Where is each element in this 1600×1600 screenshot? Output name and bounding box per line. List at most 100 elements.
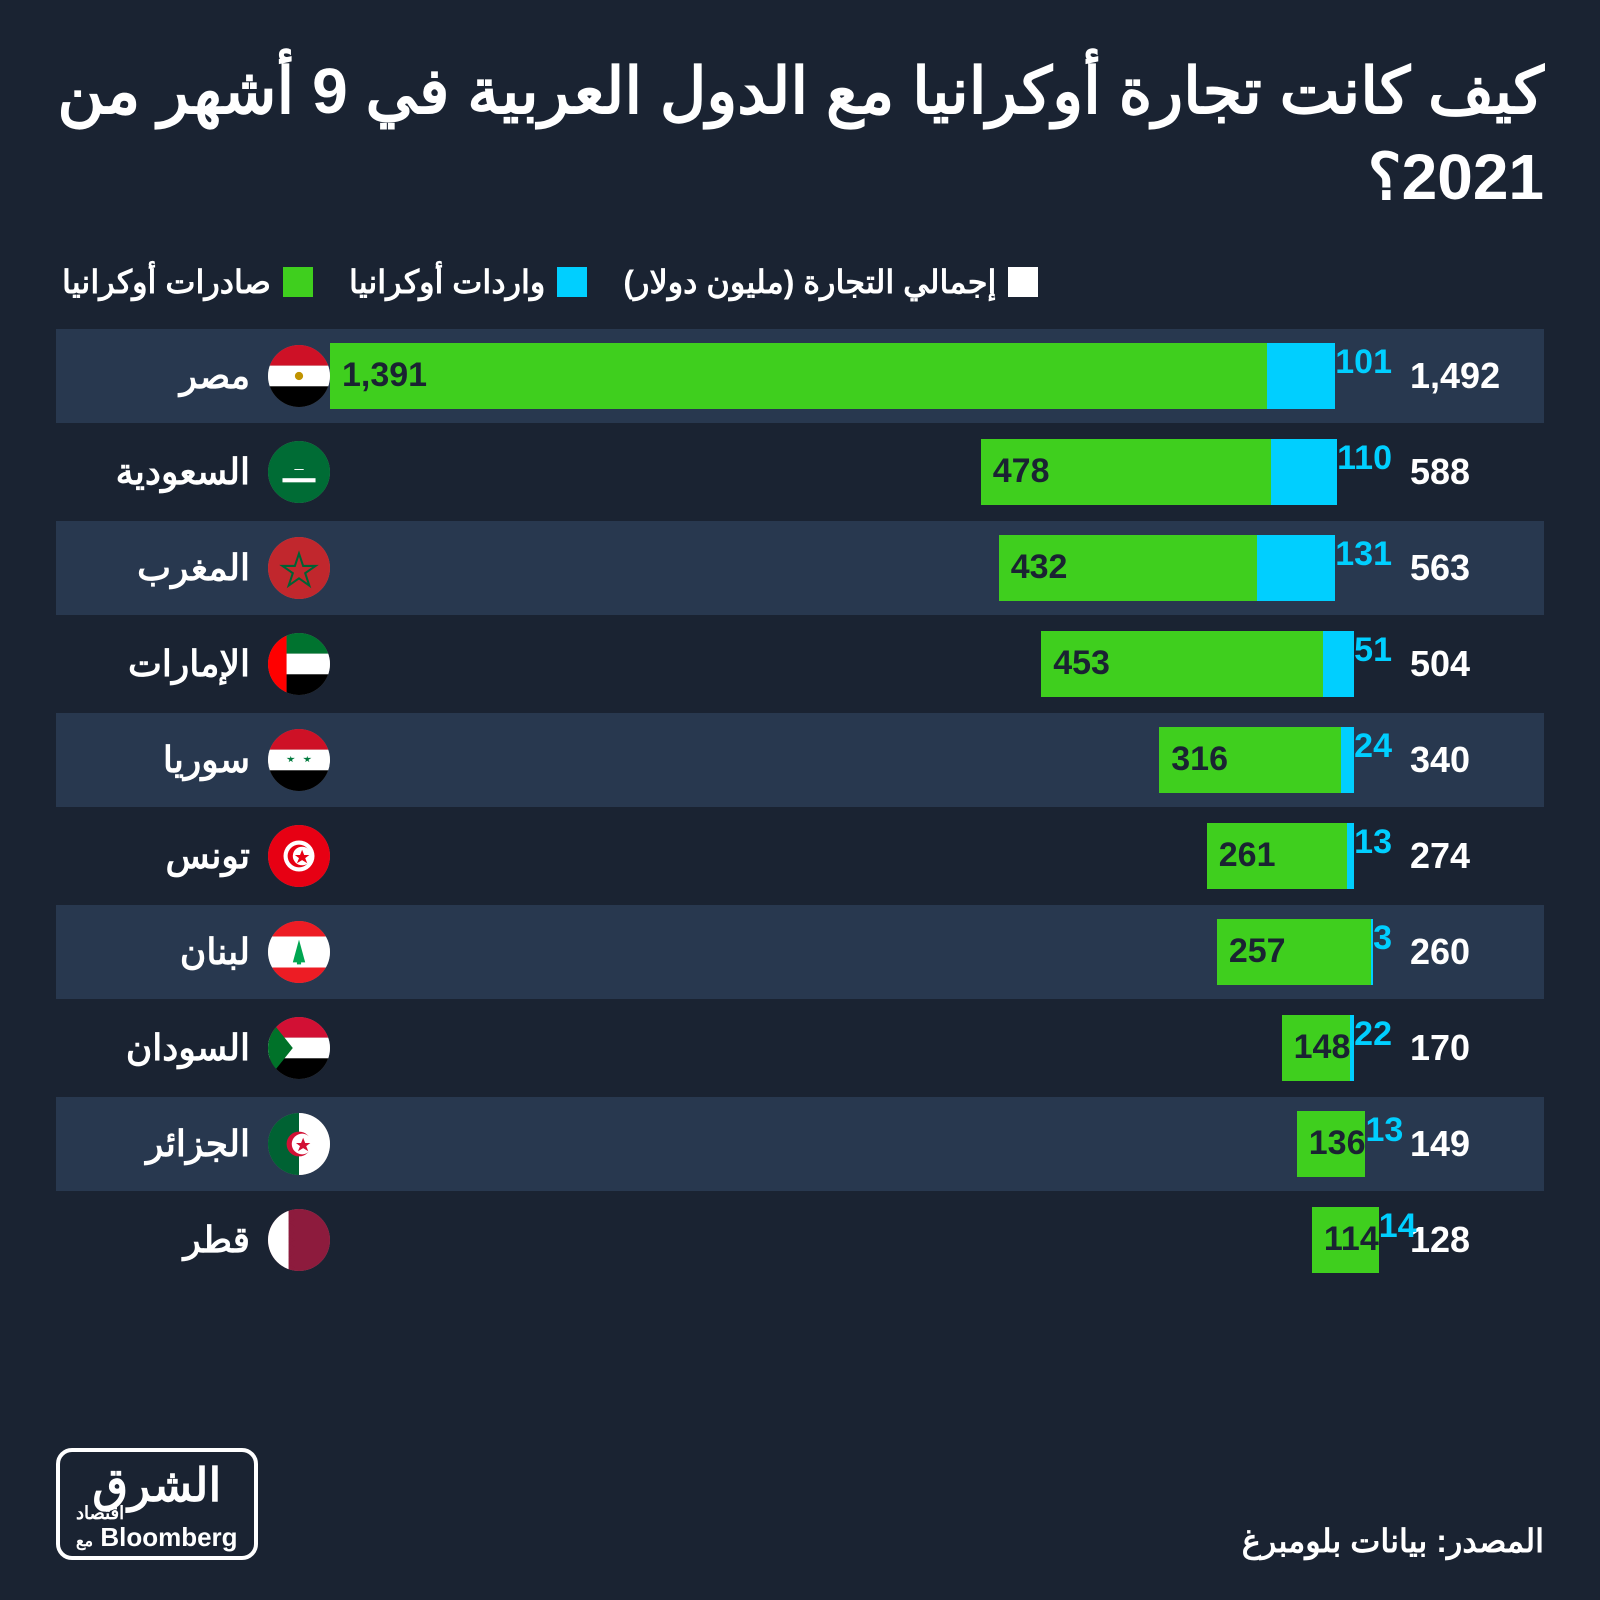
legend-total: إجمالي التجارة (مليون دولار) xyxy=(623,263,1038,301)
flag-icon xyxy=(268,1209,330,1271)
total-value: 260 xyxy=(1404,931,1544,973)
country-name: السعودية xyxy=(56,451,256,493)
flag-icon xyxy=(268,1113,330,1175)
imports-bar xyxy=(1371,919,1373,985)
brand-logo: الشرق اقتصاد Bloomberg مع xyxy=(56,1448,258,1560)
imports-bar xyxy=(1323,631,1354,697)
total-value: 128 xyxy=(1404,1219,1544,1261)
country-name: قطر xyxy=(56,1219,256,1261)
imports-bar xyxy=(1267,343,1335,409)
logo-mid: اقتصاد xyxy=(76,1504,124,1522)
imports-value: 14 xyxy=(1379,1207,1417,1273)
total-value: 588 xyxy=(1404,451,1544,493)
exports-value: 478 xyxy=(993,452,1050,491)
exports-bar: 478 xyxy=(981,439,1271,505)
swatch-total xyxy=(1008,267,1038,297)
flag-icon xyxy=(268,345,330,407)
country-name: تونس xyxy=(56,835,256,877)
imports-value: 3 xyxy=(1373,919,1392,985)
exports-value: 257 xyxy=(1229,932,1286,971)
legend: صادرات أوكرانيا واردات أوكرانيا إجمالي ا… xyxy=(56,263,1544,301)
logo-top: الشرق xyxy=(92,1462,221,1508)
imports-bar xyxy=(1341,727,1355,793)
table-row: السعودية ـــ 478 110 588 xyxy=(56,425,1544,519)
source-text: المصدر: بيانات بلومبرغ xyxy=(1242,1522,1544,1560)
country-name: المغرب xyxy=(56,547,256,589)
total-value: 563 xyxy=(1404,547,1544,589)
total-value: 1,492 xyxy=(1404,355,1544,397)
imports-value: 13 xyxy=(1354,823,1392,889)
legend-total-label: إجمالي التجارة (مليون دولار) xyxy=(623,263,996,301)
table-row: المغرب 432 131 563 xyxy=(56,521,1544,615)
table-row: الجزائر 136 13 149 xyxy=(56,1097,1544,1191)
exports-value: 114 xyxy=(1324,1220,1379,1259)
total-value: 170 xyxy=(1404,1027,1544,1069)
flag-icon xyxy=(268,537,330,599)
bar-track: 257 3 xyxy=(330,919,1404,985)
table-row: تونس 261 13 274 xyxy=(56,809,1544,903)
exports-value: 148 xyxy=(1294,1028,1351,1067)
total-value: 504 xyxy=(1404,643,1544,685)
flag-icon: ـــ xyxy=(268,441,330,503)
exports-bar: 432 xyxy=(999,535,1258,601)
total-value: 274 xyxy=(1404,835,1544,877)
table-row: السودان 148 22 170 xyxy=(56,1001,1544,1095)
imports-value: 13 xyxy=(1365,1111,1403,1177)
flag-icon xyxy=(268,825,330,887)
flag-icon xyxy=(268,921,330,983)
logo-bot: Bloomberg مع xyxy=(76,1524,238,1550)
flag-icon xyxy=(268,633,330,695)
exports-bar: 453 xyxy=(1041,631,1322,697)
flag-icon xyxy=(268,729,330,791)
country-name: لبنان xyxy=(56,931,256,973)
table-row: الإمارات 453 51 504 xyxy=(56,617,1544,711)
swatch-exports xyxy=(283,267,313,297)
country-name: سوريا xyxy=(56,739,256,781)
exports-bar: 257 xyxy=(1217,919,1371,985)
bar-track: 1,391 101 xyxy=(330,343,1404,409)
imports-value: 110 xyxy=(1337,439,1392,505)
country-name: الجزائر xyxy=(56,1123,256,1165)
bar-track: 136 13 xyxy=(330,1111,1404,1177)
exports-bar: 148 xyxy=(1282,1015,1351,1081)
table-row: لبنان 257 3 260 xyxy=(56,905,1544,999)
imports-bar xyxy=(1257,535,1335,601)
total-value: 340 xyxy=(1404,739,1544,781)
svg-text:ـــ: ـــ xyxy=(293,462,304,473)
exports-value: 261 xyxy=(1219,836,1276,875)
imports-value: 24 xyxy=(1354,727,1392,793)
exports-value: 432 xyxy=(1011,548,1068,587)
legend-exports: صادرات أوكرانيا xyxy=(62,263,313,301)
imports-value: 51 xyxy=(1354,631,1392,697)
exports-value: 316 xyxy=(1171,740,1228,779)
imports-bar xyxy=(1350,1015,1354,1081)
imports-value: 101 xyxy=(1335,343,1392,409)
chart-title: كيف كانت تجارة أوكرانيا مع الدول العربية… xyxy=(56,48,1544,221)
country-name: مصر xyxy=(56,355,256,397)
country-name: الإمارات xyxy=(56,643,256,685)
chart-rows: مصر 1,391 101 1,492 السعودية ـــ 478 xyxy=(56,329,1544,1287)
bar-track: 453 51 xyxy=(330,631,1404,697)
total-value: 149 xyxy=(1404,1123,1544,1165)
legend-imports-label: واردات أوكرانيا xyxy=(349,263,545,301)
swatch-imports xyxy=(557,267,587,297)
imports-bar xyxy=(1271,439,1337,505)
bar-track: 478 110 xyxy=(330,439,1404,505)
legend-exports-label: صادرات أوكرانيا xyxy=(62,263,271,301)
bar-track: 114 14 xyxy=(330,1207,1404,1273)
table-row: قطر 114 14 128 xyxy=(56,1193,1544,1287)
footer: المصدر: بيانات بلومبرغ الشرق اقتصاد Bloo… xyxy=(56,1448,1544,1560)
country-name: السودان xyxy=(56,1027,256,1069)
imports-value: 131 xyxy=(1335,535,1392,601)
bar-track: 148 22 xyxy=(330,1015,1404,1081)
bar-track: 316 24 xyxy=(330,727,1404,793)
exports-bar: 114 xyxy=(1312,1207,1379,1273)
exports-bar: 1,391 xyxy=(330,343,1267,409)
imports-value: 22 xyxy=(1354,1015,1392,1081)
bar-track: 432 131 xyxy=(330,535,1404,601)
exports-value: 1,391 xyxy=(342,356,427,395)
exports-bar: 261 xyxy=(1207,823,1348,889)
exports-value: 453 xyxy=(1053,644,1110,683)
table-row: مصر 1,391 101 1,492 xyxy=(56,329,1544,423)
imports-bar xyxy=(1347,823,1354,889)
